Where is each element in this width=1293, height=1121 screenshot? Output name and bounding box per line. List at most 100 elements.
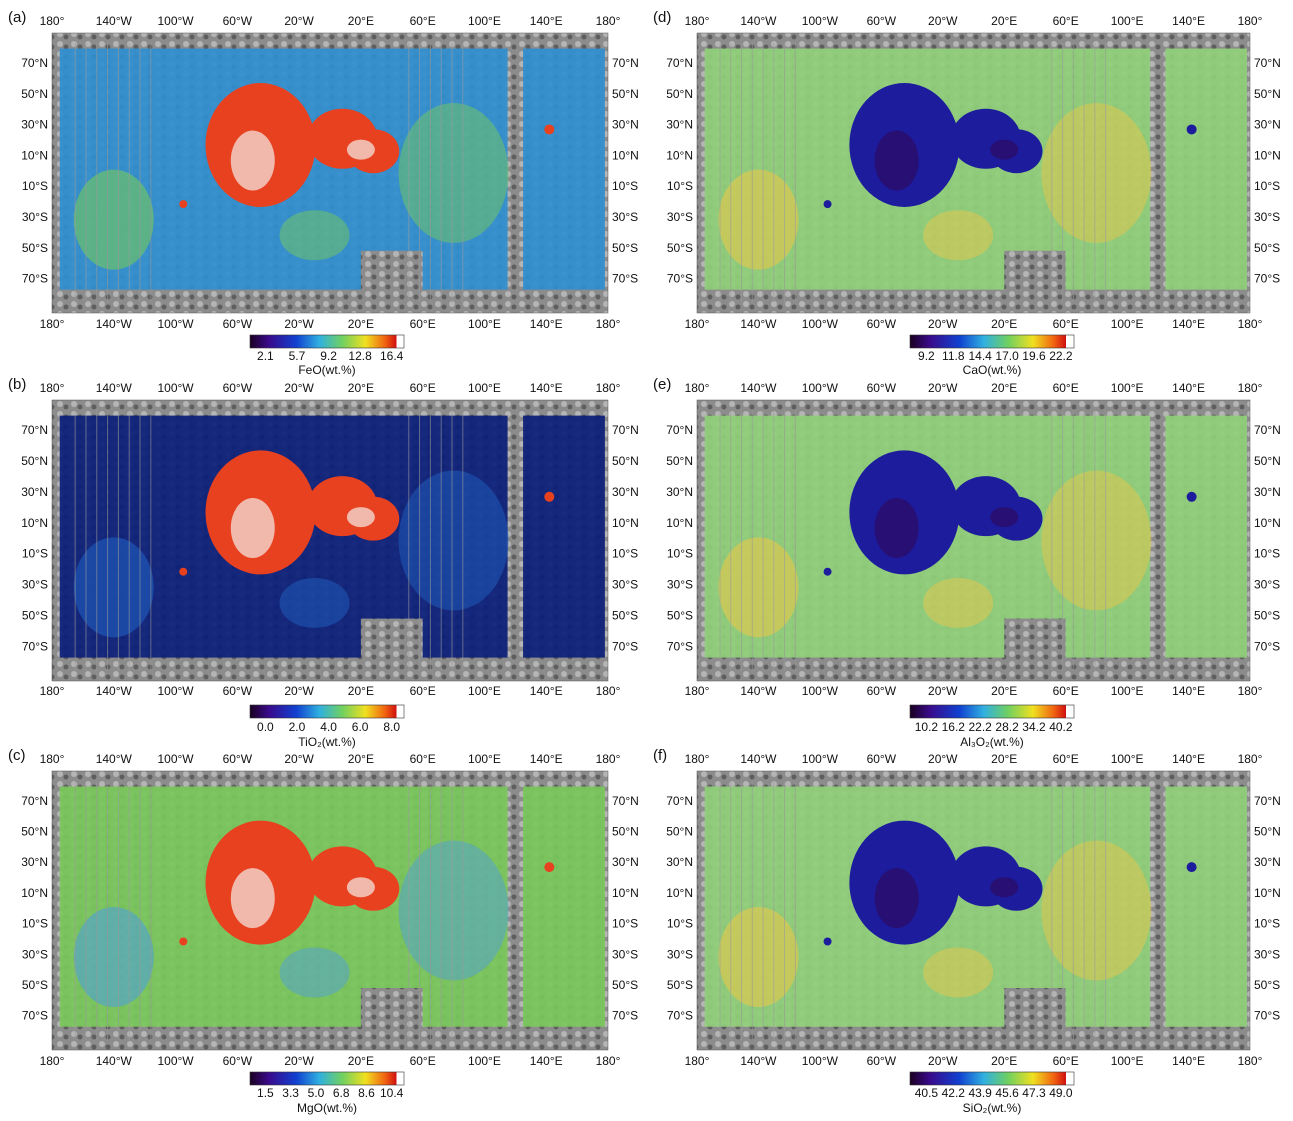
latitude-label: 30°N <box>666 118 693 132</box>
colorbar-tick-label: 40.2 <box>1049 720 1073 734</box>
longitude-label: 180° <box>685 381 710 395</box>
latitude-label: 10°N <box>612 516 639 530</box>
longitude-label: 140°W <box>96 752 133 766</box>
longitude-label: 180° <box>685 752 710 766</box>
map-patch <box>73 169 154 270</box>
latitude-label: 70°N <box>21 56 48 70</box>
longitude-label: 20°W <box>928 14 958 28</box>
map-patch <box>279 947 350 998</box>
longitude-label: 140°W <box>740 752 777 766</box>
map-frame <box>51 399 609 682</box>
map-patch <box>279 210 350 261</box>
map-panel: (a) 180° 180° 140°W 140°W 100°W 100°W 60°W 60°W 2… <box>8 9 639 377</box>
latitude-label: 50°N <box>666 825 693 839</box>
longitude-label: 100°E <box>468 684 501 698</box>
mare-core <box>990 877 1019 898</box>
latitude-label: 70°N <box>666 423 693 437</box>
longitude-label: 140°E <box>1172 684 1205 698</box>
longitude-label: 20°E <box>991 317 1017 331</box>
longitude-label: 180° <box>40 317 65 331</box>
longitude-label: 60°W <box>867 14 897 28</box>
map-patch <box>718 907 799 1007</box>
mare-core <box>346 507 375 528</box>
latitude-label: 30°S <box>22 947 48 961</box>
map-patch <box>923 577 994 628</box>
latitude-label: 30°S <box>1254 947 1280 961</box>
latitude-label: 10°N <box>666 148 693 162</box>
longitude-label: 60°W <box>223 381 253 395</box>
latitude-label: 50°N <box>21 825 48 839</box>
longitude-label: 180° <box>596 684 621 698</box>
longitude-label: 100°W <box>157 752 194 766</box>
latitude-label: 30°N <box>666 485 693 499</box>
latitude-label: 10°S <box>22 179 48 193</box>
latitude-label: 70°S <box>612 639 638 653</box>
crater <box>544 862 555 873</box>
longitude-label: 100°E <box>1111 1054 1144 1068</box>
latitude-label: 50°S <box>667 241 693 255</box>
longitude-label: 60°E <box>1053 1054 1079 1068</box>
longitude-label: 180° <box>1238 317 1263 331</box>
latitude-label: 70°N <box>21 423 48 437</box>
latitude-label: 50°S <box>667 609 693 623</box>
crater <box>823 200 832 209</box>
latitude-label: 30°N <box>612 118 639 132</box>
longitude-label: 180° <box>1238 684 1263 698</box>
latitude-label: 70°N <box>1254 794 1281 808</box>
latitude-label: 10°S <box>667 917 693 931</box>
colorbar <box>909 1071 1075 1086</box>
map-coverage <box>523 415 605 658</box>
longitude-label: 140°E <box>530 684 563 698</box>
colorbar-tick-label: 34.2 <box>1022 720 1046 734</box>
latitude-label: 30°S <box>22 578 48 592</box>
longitude-label: 60°E <box>1053 14 1079 28</box>
longitude-label: 180° <box>685 317 710 331</box>
colorbar-tick-label: 17.0 <box>995 349 1019 363</box>
map-patch <box>398 103 509 243</box>
latitude-label: 30°N <box>1254 855 1281 869</box>
map-patch <box>718 169 799 270</box>
longitude-label: 20°W <box>928 684 958 698</box>
latitude-label: 10°S <box>1254 917 1280 931</box>
longitude-label: 20°E <box>991 1054 1017 1068</box>
longitude-label: 60°E <box>1053 684 1079 698</box>
latitude-label: 10°N <box>21 148 48 162</box>
panel-label: (d) <box>653 9 671 26</box>
colorbar <box>249 704 405 719</box>
longitude-label: 140°W <box>96 14 133 28</box>
latitude-label: 30°S <box>612 210 638 224</box>
longitude-label: 100°E <box>1111 684 1144 698</box>
latitude-label: 50°N <box>1254 825 1281 839</box>
longitude-label: 20°W <box>928 752 958 766</box>
longitude-label: 20°W <box>928 1054 958 1068</box>
longitude-label: 180° <box>1238 752 1263 766</box>
latitude-label: 10°N <box>612 148 639 162</box>
longitude-label: 140°W <box>740 14 777 28</box>
map-gap <box>1004 250 1066 298</box>
latitude-label: 70°S <box>22 1009 48 1023</box>
panel-label: (f) <box>653 747 667 764</box>
colorbar-title: CaO(wt.%) <box>963 363 1022 377</box>
longitude-label: 140°W <box>96 684 133 698</box>
latitude-label: 30°S <box>1254 578 1280 592</box>
crater <box>179 567 188 576</box>
latitude-label: 30°N <box>21 118 48 132</box>
longitude-label: 180° <box>685 684 710 698</box>
latitude-label: 70°S <box>667 639 693 653</box>
longitude-label: 60°W <box>223 14 253 28</box>
longitude-label: 100°W <box>802 14 839 28</box>
latitude-label: 30°N <box>666 855 693 869</box>
latitude-label: 70°N <box>666 56 693 70</box>
latitude-label: 10°S <box>612 917 638 931</box>
map-gap <box>1004 988 1066 1035</box>
longitude-label: 140°E <box>1172 752 1205 766</box>
colorbar-tick-label: 9.2 <box>918 349 935 363</box>
longitude-label: 180° <box>40 752 65 766</box>
longitude-label: 60°W <box>867 1054 897 1068</box>
map-panel: (f) 180° 180° 140°W 140°W 100°W 100°W 60°W 60°W 2… <box>653 747 1281 1115</box>
map-coverage <box>523 48 605 290</box>
longitude-label: 60°E <box>1053 752 1079 766</box>
colorbar <box>909 704 1075 719</box>
latitude-label: 50°N <box>1254 454 1281 468</box>
colorbar-tick-label: 19.6 <box>1022 349 1046 363</box>
